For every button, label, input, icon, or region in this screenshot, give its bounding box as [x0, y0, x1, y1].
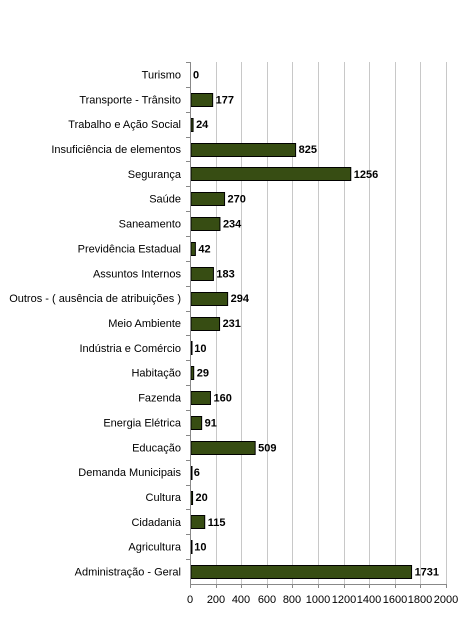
x-tick-label: 800: [283, 594, 301, 606]
category-label: Transporte - Trânsito: [79, 94, 181, 106]
data-label: 1256: [354, 169, 378, 181]
bar: [190, 192, 226, 206]
x-tick-label: 1000: [306, 594, 330, 606]
data-label: 115: [208, 517, 226, 529]
bar: [190, 441, 256, 455]
category-label: Turismo: [142, 69, 181, 81]
data-label: 825: [299, 144, 317, 156]
labels: 0 200 400 600 800 1000 1200 1400 1600 1800 2000Tur…: [9, 69, 458, 606]
bar: [190, 167, 352, 181]
data-label: 177: [216, 94, 234, 106]
data-label: 294: [231, 293, 250, 305]
bar: [190, 217, 221, 231]
bar: [190, 466, 193, 480]
data-label: 91: [205, 417, 217, 429]
x-tick-label: 200: [207, 594, 225, 606]
category-label: Meio Ambiente: [108, 318, 181, 330]
x-tick-label: 0: [187, 594, 193, 606]
category-label: Cultura: [146, 492, 182, 504]
bar: [190, 341, 193, 355]
data-label: 20: [196, 492, 208, 504]
bar: [190, 143, 297, 157]
category-label: Energia Elétrica: [103, 417, 182, 429]
axes: [186, 62, 447, 588]
bar: [190, 416, 203, 430]
category-label: Previdência Estadual: [78, 243, 181, 255]
bars: [190, 93, 413, 579]
data-label: 160: [213, 393, 231, 405]
data-label: 42: [198, 243, 210, 255]
x-tick-label: 1400: [357, 594, 381, 606]
category-label: Saúde: [149, 194, 181, 206]
data-label: 1731: [415, 567, 439, 579]
category-label: Saneamento: [119, 219, 181, 231]
category-label: Administração - Geral: [75, 567, 181, 579]
data-label: 0: [193, 69, 199, 81]
data-label: 6: [194, 467, 200, 479]
x-tick-label: 2000: [434, 594, 458, 606]
category-label: Educação: [132, 442, 181, 454]
category-label: Demanda Municipais: [78, 467, 181, 479]
bar: [190, 366, 195, 380]
category-label: Fazenda: [138, 393, 182, 405]
category-label: Habitação: [131, 368, 181, 380]
data-label: 509: [258, 442, 276, 454]
bar: [190, 267, 214, 281]
bar: [190, 565, 413, 579]
category-label: Cidadania: [131, 517, 181, 529]
x-tick-label: 1200: [332, 594, 356, 606]
bar: [190, 317, 221, 331]
data-label: 10: [194, 343, 206, 355]
data-label: 270: [228, 194, 246, 206]
x-tick-label: 1600: [383, 594, 407, 606]
category-label: Indústria e Comércio: [80, 343, 182, 355]
bar: [190, 540, 193, 554]
category-label: Assuntos Internos: [93, 268, 182, 280]
data-label: 234: [223, 219, 242, 231]
x-tick-label: 600: [258, 594, 276, 606]
bar: [190, 491, 194, 505]
bar: [190, 93, 214, 107]
data-label: 231: [223, 318, 241, 330]
bar: [190, 391, 211, 405]
bar: [190, 515, 206, 529]
bar: [190, 242, 196, 256]
bar: [190, 292, 229, 306]
data-label: 29: [197, 368, 209, 380]
category-label: Trabalho e Ação Social: [68, 119, 181, 131]
category-label: Segurança: [128, 169, 182, 181]
category-label: Outros - ( ausência de atribuições ): [9, 293, 181, 305]
data-label: 10: [194, 542, 206, 554]
x-tick-label: 1800: [408, 594, 432, 606]
category-label: Insuficiência de elementos: [51, 144, 181, 156]
bar: [190, 118, 194, 132]
data-label: 183: [216, 268, 234, 280]
category-label: Agricultura: [128, 542, 181, 554]
x-tick-label: 400: [232, 594, 250, 606]
data-label: 24: [196, 119, 209, 131]
